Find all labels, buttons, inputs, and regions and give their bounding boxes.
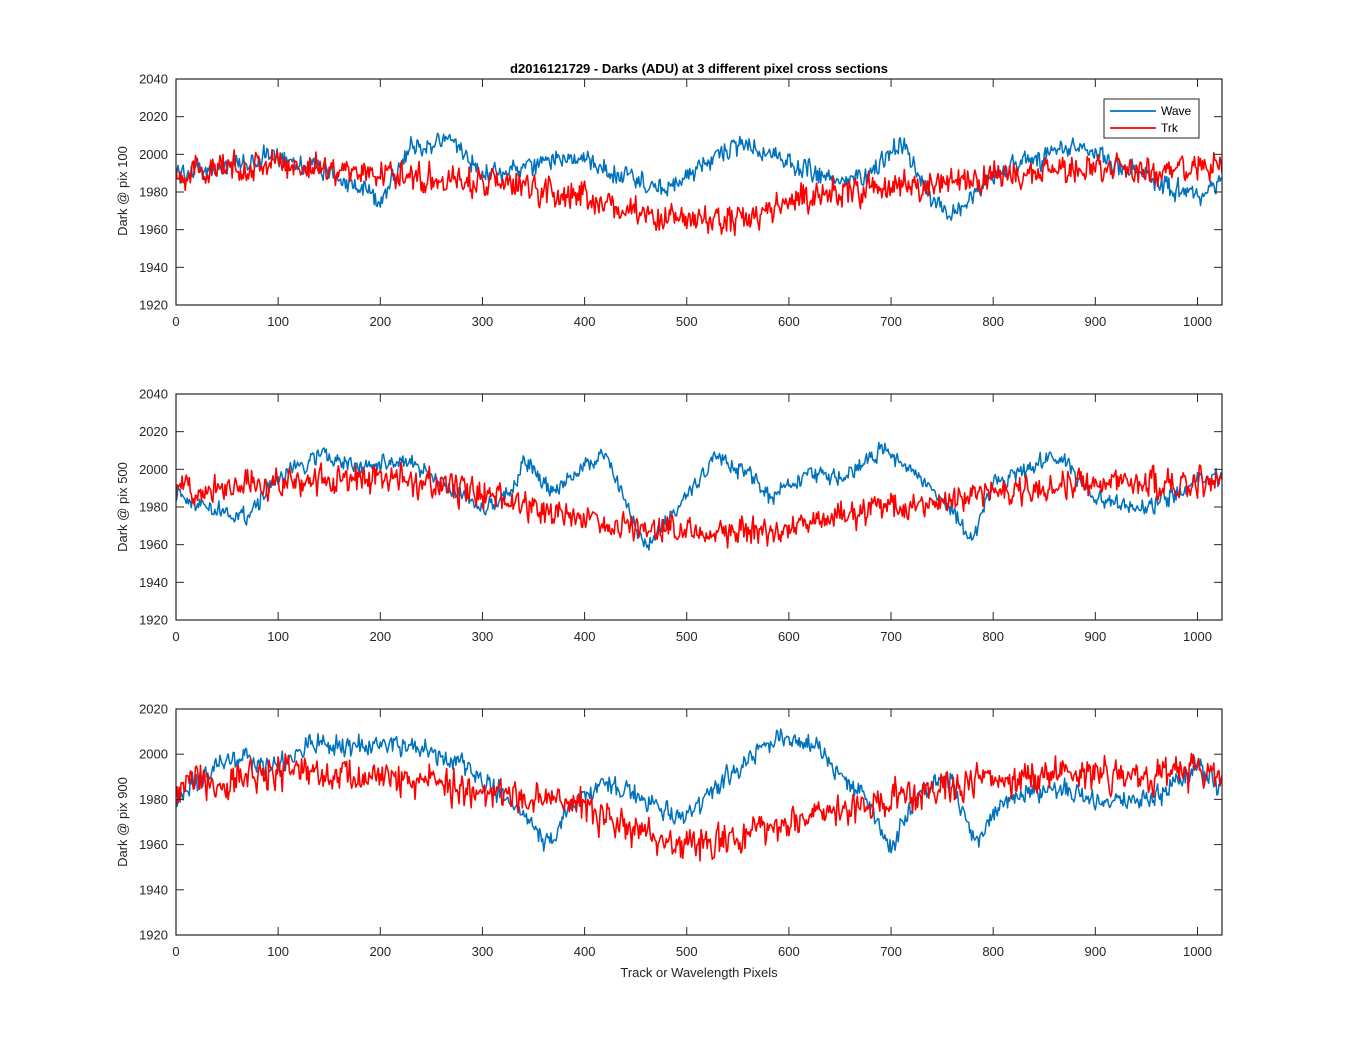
- plot-area: [176, 728, 1222, 862]
- x-tick-label: 400: [574, 314, 596, 329]
- legend-box: [1103, 98, 1200, 139]
- y-tick-label: 1920: [139, 928, 168, 943]
- y-tick-label: 2000: [139, 462, 168, 477]
- y-tick-label: 1940: [139, 260, 168, 275]
- subplot-pix-900: Dark @ pix 900 Track or Wavelength Pixel…: [115, 702, 1223, 980]
- x-tick-label: 200: [369, 314, 391, 329]
- y-tick-label: 1920: [139, 298, 168, 313]
- y-tick-label: 2020: [139, 702, 168, 717]
- plot-area: [176, 132, 1222, 237]
- y-tick-label: 1920: [139, 613, 168, 628]
- y-tick-label: 2020: [139, 109, 168, 124]
- y-axis-label: Dark @ pix 100: [115, 146, 130, 236]
- x-tick-label: 900: [1084, 629, 1106, 644]
- series-line-trk: [176, 752, 1222, 862]
- y-tick-label: 1940: [139, 882, 168, 897]
- axes-box: [175, 78, 1223, 306]
- x-tick-label: 200: [369, 944, 391, 959]
- y-tick-label: 2000: [139, 747, 168, 762]
- x-tick-label: 100: [267, 944, 289, 959]
- x-tick-label: 200: [369, 629, 391, 644]
- y-tick-label: 1980: [139, 500, 168, 515]
- x-tick-label: 0: [172, 944, 179, 959]
- x-tick-label: 0: [172, 629, 179, 644]
- x-axis-label: Track or Wavelength Pixels: [620, 965, 778, 980]
- x-tick-label: 400: [574, 629, 596, 644]
- x-tick-label: 700: [880, 629, 902, 644]
- x-tick-label: 100: [267, 314, 289, 329]
- x-tick-label: 600: [778, 944, 800, 959]
- plot-area: [176, 441, 1222, 551]
- legend-label-wave: Wave: [1161, 104, 1192, 118]
- series-line-wave: [176, 728, 1222, 854]
- x-tick-label: 300: [472, 944, 494, 959]
- y-tick-label: 1960: [139, 222, 168, 237]
- figure-title: d2016121729 - Darks (ADU) at 3 different…: [510, 61, 888, 76]
- x-tick-label: 100: [267, 629, 289, 644]
- x-tick-label: 900: [1084, 314, 1106, 329]
- y-tick-label: 2020: [139, 424, 168, 439]
- x-tick-label: 700: [880, 944, 902, 959]
- y-tick-label: 1980: [139, 185, 168, 200]
- axes-box: [175, 708, 1223, 936]
- series-line-trk: [176, 461, 1222, 549]
- y-tick-label: 1940: [139, 575, 168, 590]
- subplot-pix-100: Dark @ pix 100 0 100 200 300 400 500 600 700 800…: [115, 72, 1223, 329]
- y-tick-label: 2000: [139, 147, 168, 162]
- x-tick-label: 800: [982, 314, 1004, 329]
- subplot-pix-500: Dark @ pix 500 0 100 200 300 400 500 600 700 800…: [115, 387, 1223, 644]
- x-tick-label: 900: [1084, 944, 1106, 959]
- series-line-trk: [176, 149, 1222, 237]
- x-tick-label: 800: [982, 629, 1004, 644]
- x-tick-label: 1000: [1183, 944, 1212, 959]
- x-tick-label: 700: [880, 314, 902, 329]
- x-tick-label: 600: [778, 629, 800, 644]
- x-tick-label: 800: [982, 944, 1004, 959]
- y-axis-label: Dark @ pix 900: [115, 777, 130, 867]
- x-tick-label: 600: [778, 314, 800, 329]
- y-axis-label: Dark @ pix 500: [115, 462, 130, 552]
- y-tick-label: 1960: [139, 837, 168, 852]
- x-tick-label: 300: [472, 629, 494, 644]
- x-tick-label: 300: [472, 314, 494, 329]
- y-tick-label: 1960: [139, 537, 168, 552]
- legend-label-trk: Trk: [1161, 121, 1179, 135]
- x-tick-label: 500: [676, 944, 698, 959]
- y-tick-label: 2040: [139, 387, 168, 402]
- x-tick-label: 400: [574, 944, 596, 959]
- x-tick-label: 0: [172, 314, 179, 329]
- y-tick-label: 1980: [139, 792, 168, 807]
- y-tick-label: 2040: [139, 72, 168, 87]
- series-line-wave: [176, 441, 1222, 551]
- axes-box: [175, 393, 1223, 621]
- legend: Wave Trk: [1103, 98, 1200, 139]
- x-tick-label: 500: [676, 629, 698, 644]
- x-tick-label: 1000: [1183, 314, 1212, 329]
- x-tick-label: 500: [676, 314, 698, 329]
- x-tick-label: 1000: [1183, 629, 1212, 644]
